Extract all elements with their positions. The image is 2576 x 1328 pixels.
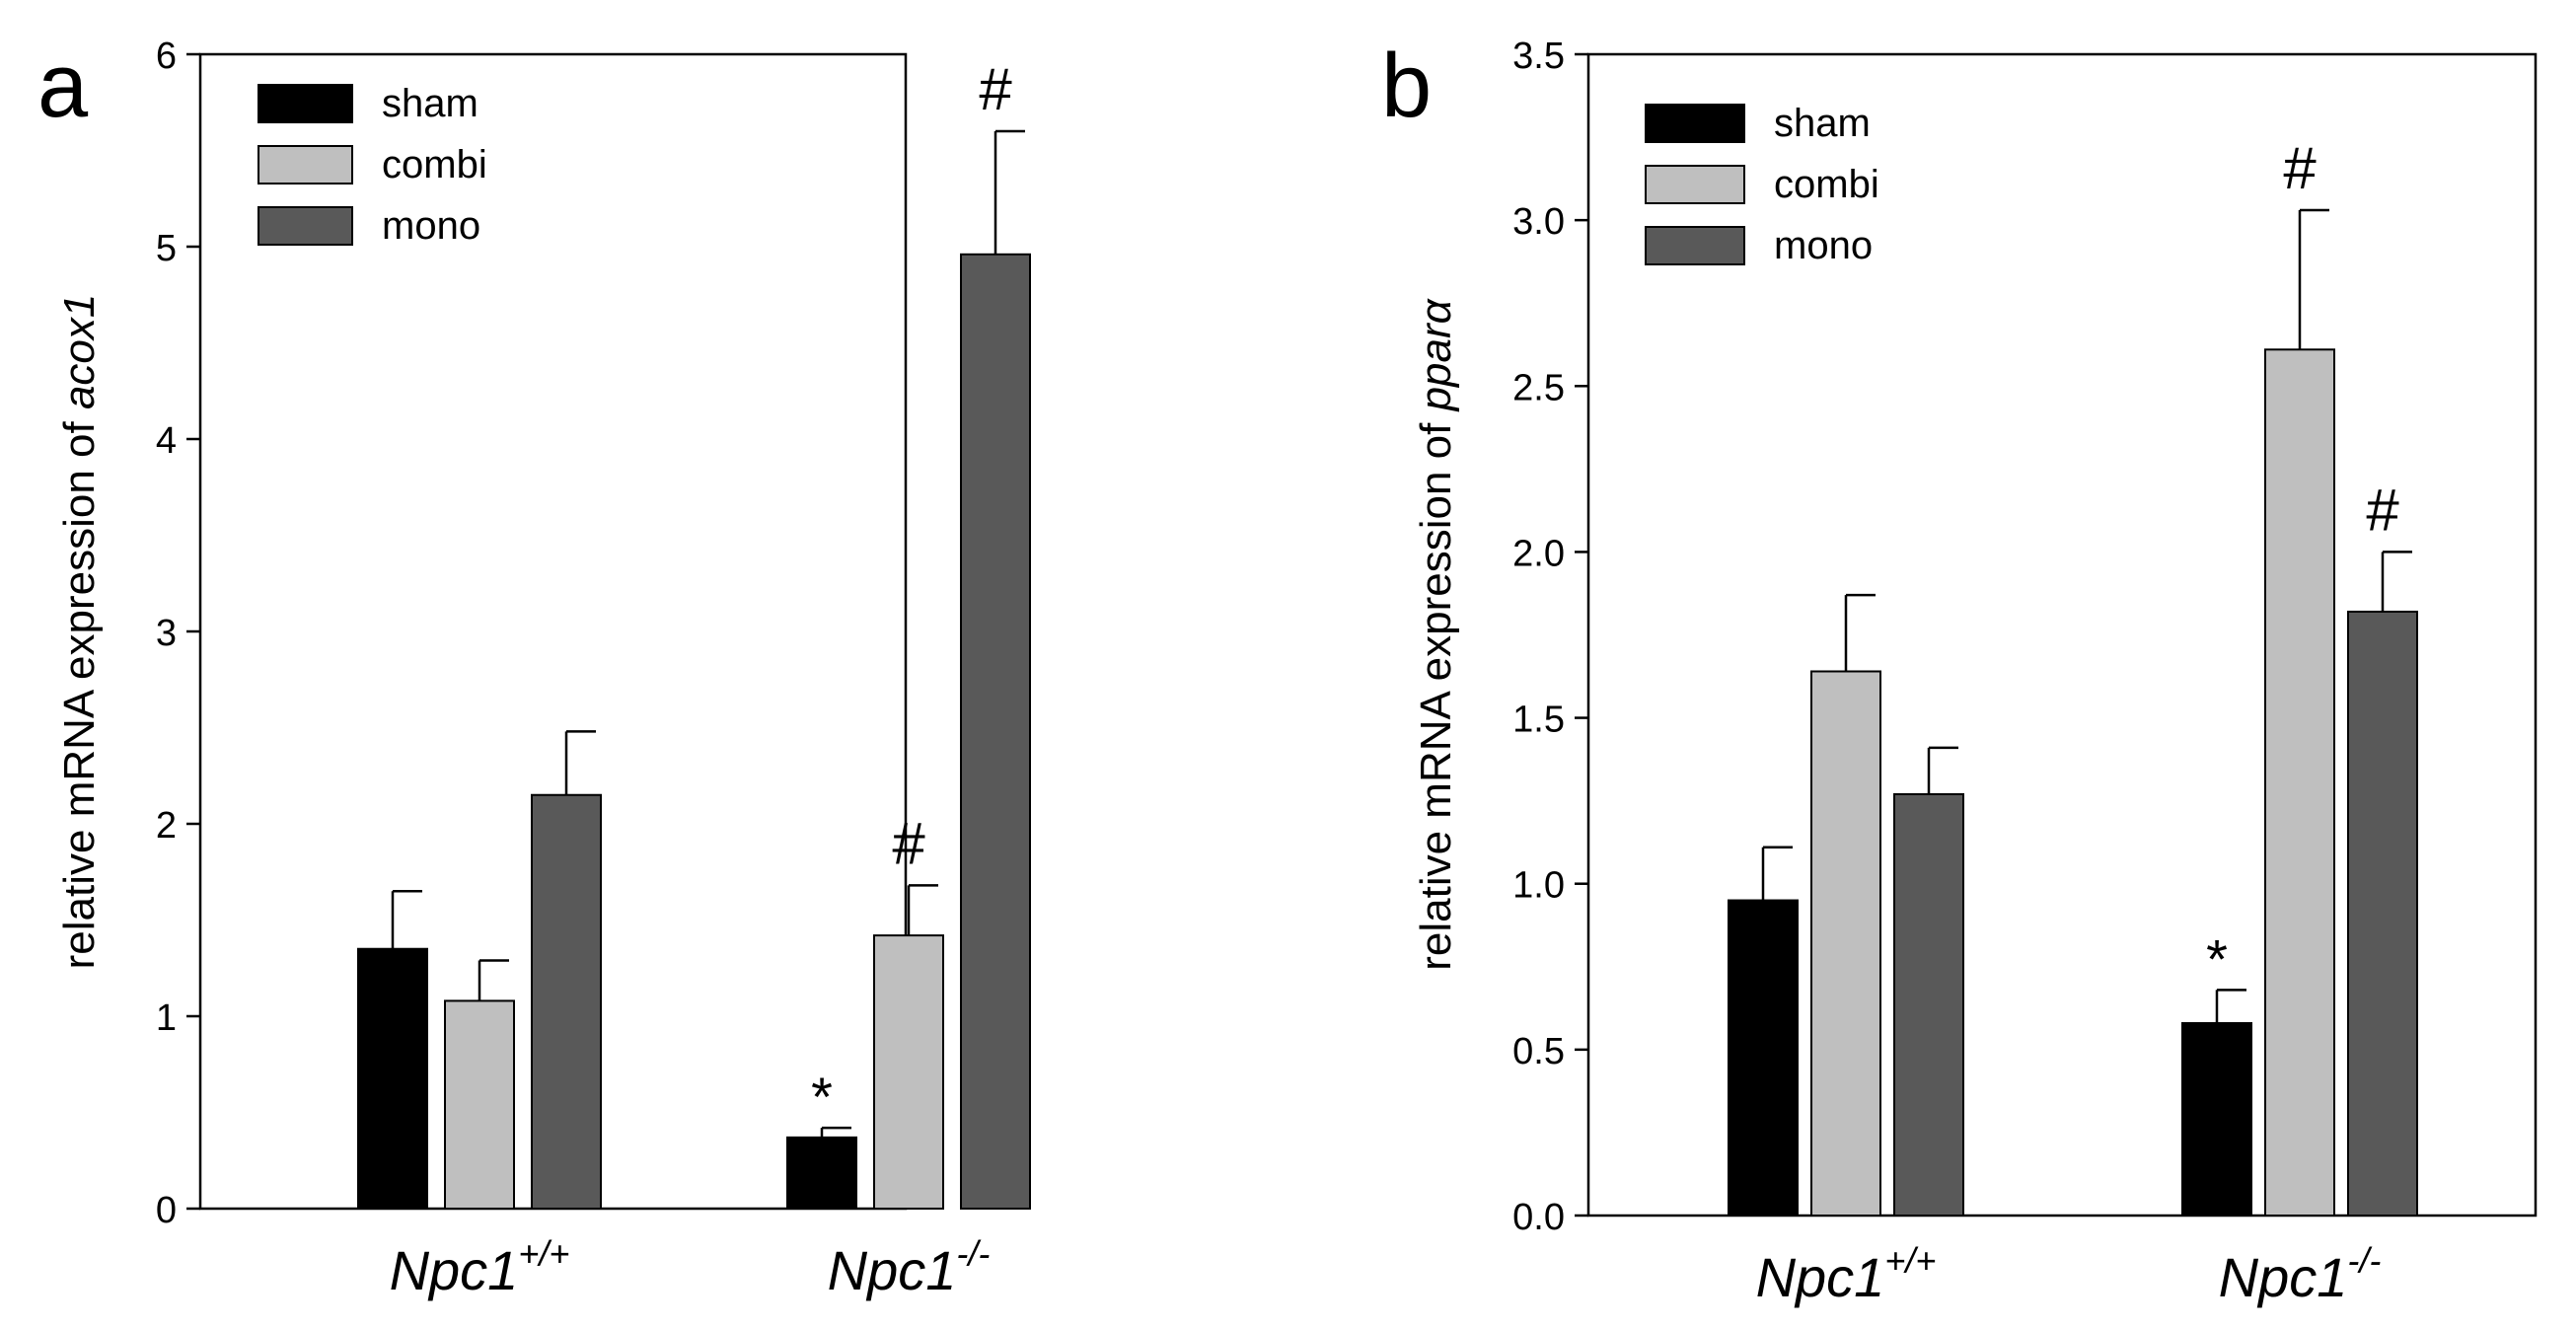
legend-label-sham: sham <box>1774 102 1871 145</box>
x-category-base: Npc1 <box>1756 1246 1885 1308</box>
legend-swatch-sham <box>258 84 353 123</box>
y-axis-label: relative mRNA expression of acox1 <box>55 294 104 970</box>
legend-label-combi: combi <box>382 143 487 186</box>
legend-label-mono: mono <box>1774 224 1873 267</box>
y-tick-label: 4 <box>156 420 177 462</box>
y-tick-label: 0.5 <box>1512 1031 1565 1072</box>
y-tick-label: 0 <box>156 1190 177 1231</box>
significance-mark: * <box>811 1066 833 1128</box>
significance-mark: # <box>979 56 1012 122</box>
x-category-sup: +/+ <box>1884 1240 1936 1281</box>
y-tick-label: 1.5 <box>1512 700 1565 741</box>
legend-swatch-combi <box>258 145 353 184</box>
bar-mono-2 <box>2347 610 2418 1217</box>
y-axis-label: relative mRNA expression of pparα <box>1412 297 1460 970</box>
bar-combi-2 <box>873 934 944 1210</box>
x-category-sup: +/+ <box>518 1233 569 1274</box>
chart-panel-b: b 0.0 0.5 1.0 1.5 2.0 2.5 3.0 3.5 relative mRNA e… <box>1381 36 2538 1308</box>
bar-sham-1 <box>357 947 428 1210</box>
x-category-base: Npc1 <box>390 1239 519 1301</box>
x-category-sup: -/- <box>2347 1240 2381 1281</box>
legend-swatch-sham <box>1645 104 1745 143</box>
y-axis-label-text: relative mRNA expression of <box>1412 410 1460 970</box>
bar-mono-1 <box>531 793 602 1210</box>
y-tick-label: 5 <box>156 228 177 269</box>
legend-label-sham: sham <box>382 82 478 125</box>
x-category-label: Npc1+/+ <box>1756 1240 1937 1308</box>
bar-sham-1 <box>1728 899 1799 1217</box>
x-category-label: Npc1-/- <box>828 1233 991 1301</box>
y-tick-label: 0.0 <box>1512 1197 1565 1238</box>
y-tick-label: 2.5 <box>1512 367 1565 408</box>
x-category-base: Npc1 <box>828 1239 957 1301</box>
bar-sham-2 <box>786 1136 857 1210</box>
y-tick-label: 1 <box>156 997 177 1039</box>
bar-combi-1 <box>1810 670 1881 1217</box>
bar-combi-1 <box>444 999 515 1211</box>
y-tick-label: 3 <box>156 613 177 654</box>
bar-mono-1 <box>1893 792 1964 1217</box>
legend-label-mono: mono <box>382 204 480 248</box>
y-axis-label-gene: pparα <box>1412 297 1460 412</box>
y-tick-label: 3.0 <box>1512 201 1565 243</box>
bar-mono-2 <box>960 253 1031 1210</box>
y-tick-label: 6 <box>156 36 177 77</box>
panel-label: a <box>37 36 89 136</box>
significance-mark: # <box>892 810 925 876</box>
plot-frame <box>1586 52 2538 1217</box>
legend-swatch-mono <box>1645 226 1745 265</box>
bar-sham-2 <box>2181 1021 2252 1217</box>
legend-label-combi: combi <box>1774 163 1879 206</box>
y-tick-label: 2.0 <box>1512 533 1565 574</box>
y-tick-label: 1.0 <box>1512 865 1565 907</box>
y-axis-label-gene: acox1 <box>55 294 104 409</box>
significance-mark: # <box>2283 135 2317 201</box>
significance-mark: # <box>2366 477 2399 543</box>
significance-mark: * <box>2206 927 2228 990</box>
chart-panel-a: a 0 1 2 3 4 5 6 relative mRNA expression of acox… <box>37 36 1031 1301</box>
bar-combi-2 <box>2264 348 2335 1217</box>
y-axis-label-text: relative mRNA expression of <box>55 409 104 969</box>
panel-label: b <box>1381 36 1432 136</box>
x-category-sup: -/- <box>956 1233 990 1274</box>
x-category-base: Npc1 <box>2219 1246 2348 1308</box>
y-tick-label: 3.5 <box>1512 36 1565 77</box>
y-tick-label: 2 <box>156 805 177 847</box>
x-category-label: Npc1+/+ <box>390 1233 570 1301</box>
legend: sham combi mono <box>1645 102 1879 267</box>
legend-swatch-mono <box>258 206 353 246</box>
legend-swatch-combi <box>1645 165 1745 204</box>
x-category-label: Npc1-/- <box>2219 1240 2382 1308</box>
legend: sham combi mono <box>258 82 487 248</box>
